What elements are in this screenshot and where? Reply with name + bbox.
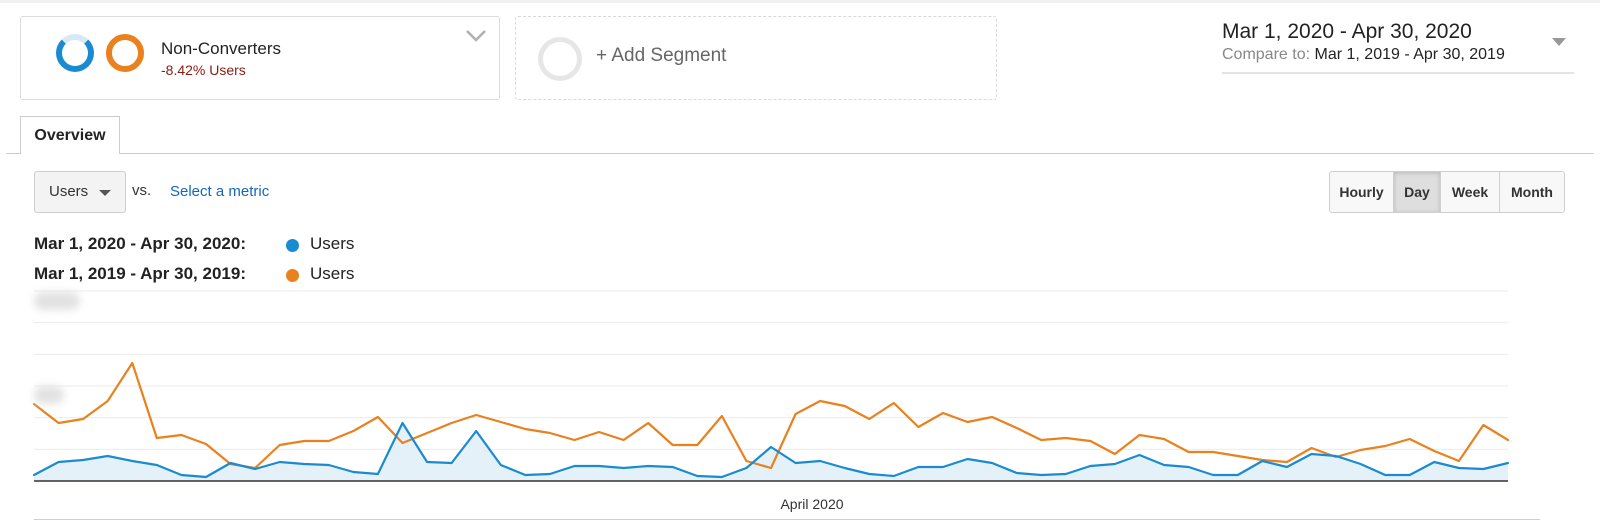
select-metric-link[interactable]: Select a metric (170, 183, 270, 200)
date-range-picker[interactable]: Mar 1, 2020 - Apr 30, 2020 Compare to: M… (1222, 20, 1574, 74)
date-range-main: Mar 1, 2020 - Apr 30, 2020 (1222, 20, 1472, 43)
chevron-down-icon-svg (466, 30, 486, 42)
redacted-y-label (34, 386, 64, 404)
segment-change: -8.42% Users (161, 62, 246, 78)
caret-down-icon (99, 190, 111, 196)
granularity-week-button[interactable]: Week (1441, 172, 1500, 212)
legend-dot-2020 (286, 239, 299, 252)
chart-bottom-border (34, 519, 1540, 520)
tab-divider (6, 153, 1594, 154)
vs-label: vs. (132, 182, 152, 199)
add-segment-circle-icon (538, 37, 582, 81)
date-range-underline (1222, 72, 1574, 74)
series-2020-area (34, 423, 1508, 481)
segment-name: Non-Converters (161, 39, 281, 58)
granularity-day-button[interactable]: Day (1394, 172, 1441, 212)
legend-name-2020: Users (310, 234, 355, 253)
segment-donut-2019-icon (106, 34, 144, 72)
x-axis-label: April 2020 (780, 496, 844, 512)
date-range-caret-icon[interactable] (1552, 38, 1566, 46)
tab-overview[interactable]: Overview (20, 116, 120, 154)
granularity-hourly-button[interactable]: Hourly (1330, 172, 1394, 212)
top-border (0, 0, 1600, 3)
chevron-down-icon[interactable] (465, 27, 487, 48)
add-segment-button[interactable]: + Add Segment (515, 16, 997, 100)
segment-card[interactable]: Non-Converters -8.42% Users (20, 16, 500, 100)
compare-value: Mar 1, 2019 - Apr 30, 2019 (1314, 46, 1505, 63)
metric-selected: Users (49, 183, 89, 200)
legend-name-2019: Users (310, 264, 355, 283)
granularity-toggle: Hourly Day Week Month (1329, 171, 1565, 213)
legend-range-2020: Mar 1, 2020 - Apr 30, 2020: (34, 234, 246, 253)
date-range-compare: Compare to: Mar 1, 2019 - Apr 30, 2019 (1222, 46, 1572, 64)
redacted-y-label (34, 292, 80, 310)
legend-range-2019: Mar 1, 2019 - Apr 30, 2019: (34, 264, 246, 283)
add-segment-label: + Add Segment (596, 45, 727, 66)
series-2020-line (32, 421, 1510, 479)
compare-label: Compare to: (1222, 46, 1311, 63)
metric-dropdown[interactable]: Users (34, 171, 126, 213)
legend-dot-2019 (286, 269, 299, 282)
segment-donut-2020-icon (56, 34, 94, 72)
granularity-month-button[interactable]: Month (1500, 172, 1564, 212)
